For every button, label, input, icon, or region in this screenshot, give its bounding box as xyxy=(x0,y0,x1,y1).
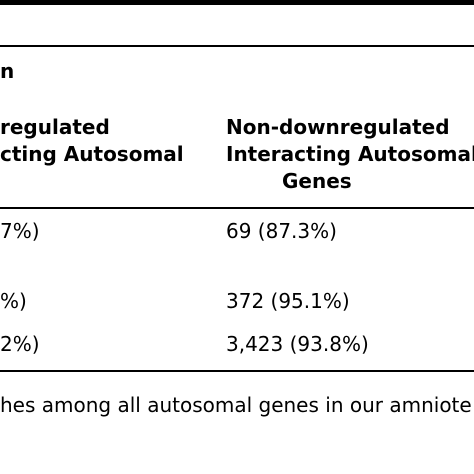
table-row-3-col2: 3,423 (93.8%) xyxy=(226,332,369,356)
section-label: n xyxy=(0,59,15,83)
table-row-1-col1: 7%) xyxy=(0,219,40,243)
col1-header-line1: regulated xyxy=(0,115,110,139)
col2-header-line2: Interacting Autosomal xyxy=(226,142,474,166)
table-row-1-col2: 69 (87.3%) xyxy=(226,219,337,243)
col1-header-line2: cting Autosomal xyxy=(0,142,184,166)
table-row-2-col2: 372 (95.1%) xyxy=(226,289,350,313)
table-row-3-col1: 2%) xyxy=(0,332,40,356)
header-bottom-rule xyxy=(0,207,474,209)
table-bottom-rule xyxy=(0,370,474,372)
top-rule xyxy=(0,0,474,5)
col2-header-line1: Non-downregulated xyxy=(226,115,450,139)
col2-header-line3: Genes xyxy=(282,169,352,193)
header-top-rule xyxy=(0,45,474,47)
table-row-2-col1: %) xyxy=(0,289,27,313)
table-caption: hes among all autosomal genes in our amn… xyxy=(0,393,472,417)
